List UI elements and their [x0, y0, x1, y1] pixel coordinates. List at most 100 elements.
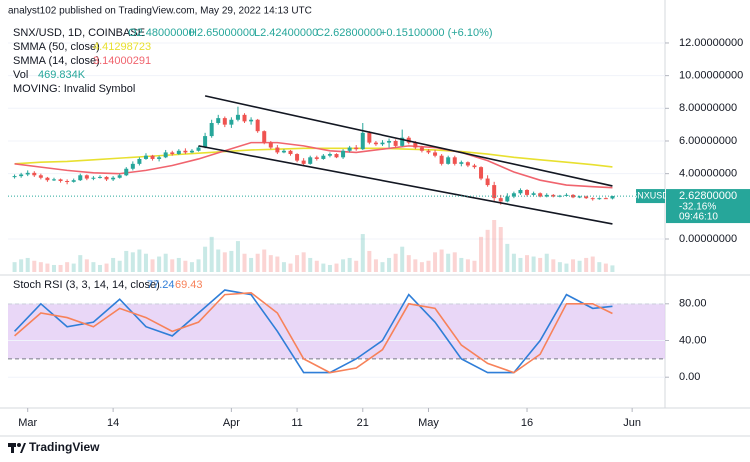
candle-body	[347, 147, 352, 151]
volume-bar	[301, 252, 306, 272]
candle-body	[367, 132, 372, 143]
volume-bar	[426, 260, 431, 272]
volume-bar	[12, 262, 17, 272]
volume-bar	[571, 259, 576, 272]
volume-bar	[229, 250, 234, 272]
candle-body	[143, 155, 148, 159]
candle-body	[275, 147, 280, 153]
volume-bar	[189, 262, 194, 272]
candle-body	[288, 150, 293, 155]
candle-body	[150, 155, 155, 159]
candle-body	[472, 165, 477, 168]
candle-body	[360, 132, 365, 150]
candle-body	[393, 140, 398, 146]
ohlc-legend: L2.42400000	[254, 27, 318, 39]
candle-body	[465, 162, 470, 166]
candle-body	[38, 175, 43, 178]
candle-body	[413, 142, 418, 148]
volume-bar	[465, 259, 470, 272]
volume-bar	[544, 253, 549, 272]
y-tick-label: 10.00000000	[679, 70, 743, 82]
candle-body	[170, 152, 175, 155]
trend-line	[204, 95, 613, 187]
candle-body	[373, 142, 378, 145]
candle-body	[571, 194, 576, 198]
candle-body	[590, 198, 595, 200]
volume-bar	[551, 259, 556, 272]
volume-bar	[498, 227, 503, 272]
candle-body	[117, 175, 122, 178]
volume-bar	[157, 256, 162, 272]
y-tick-label: 6.00000000	[679, 135, 737, 147]
candle-body	[597, 198, 602, 200]
volume-legend-value: 469.834K	[38, 69, 86, 81]
volume-bar	[249, 257, 254, 272]
volume-bar	[32, 260, 37, 272]
candle-body	[19, 174, 24, 177]
volume-bar	[334, 263, 339, 272]
candle-body	[196, 147, 201, 151]
footer-brand: TradingView	[29, 440, 100, 454]
symbol-legend: SNX/USD, 1D, COINBASE	[13, 27, 145, 39]
x-tick-label: Mar	[18, 417, 37, 429]
candle-body	[498, 198, 503, 202]
stoch-legend: Stoch RSI (3, 3, 14, 14, close)	[13, 279, 160, 291]
candle-body	[446, 157, 451, 164]
candle-body	[538, 193, 543, 197]
y-tick-label: 4.00000000	[679, 168, 737, 180]
legend-value: 69.43	[175, 279, 203, 291]
volume-bar	[170, 259, 175, 272]
candle-body	[459, 162, 464, 164]
volume-bar	[71, 263, 76, 272]
note: MOVING: Invalid Symbol	[13, 83, 135, 95]
candle-body	[485, 178, 490, 186]
candle-body	[295, 154, 300, 161]
volume-bar	[38, 262, 43, 272]
candle-body	[25, 172, 30, 175]
candle-body	[281, 150, 286, 153]
volume-bar	[51, 264, 56, 272]
volume-bar	[84, 259, 89, 272]
volume-bar	[288, 263, 293, 272]
volume-bar	[518, 257, 523, 272]
volume-bar	[203, 246, 208, 272]
volume-bar	[176, 257, 181, 272]
volume-bar	[400, 246, 405, 272]
volume-bar	[564, 263, 569, 272]
stoch-line	[14, 291, 613, 374]
volume-bar	[19, 259, 24, 272]
volume-bar	[78, 255, 83, 272]
candle-body	[255, 119, 260, 132]
candle-body	[45, 177, 50, 181]
candle-body	[130, 163, 135, 169]
volume-bar	[222, 252, 227, 272]
candle-body	[518, 189, 523, 194]
volume-bar	[117, 260, 122, 272]
symbol-tag-text: SNXUSD	[631, 190, 669, 200]
candle-body	[341, 150, 346, 158]
y-tick-label: 12.00000000	[679, 37, 743, 49]
y-tick-label: 80.00	[679, 298, 707, 310]
volume-bar	[327, 264, 332, 272]
candle-body	[163, 152, 168, 158]
candle-body	[189, 150, 194, 153]
candle-body	[314, 157, 319, 159]
candle-body	[584, 196, 589, 199]
volume-bar	[143, 253, 148, 272]
candle-body	[268, 142, 273, 148]
volume-bar	[531, 256, 536, 272]
y-tick-label: 0.00000000	[679, 233, 737, 245]
volume-bar	[511, 253, 516, 272]
volume-bar	[538, 257, 543, 272]
candle-body	[452, 157, 457, 164]
volume-legend: Vol	[13, 69, 28, 81]
y-tick-label: 0.00	[679, 371, 700, 383]
volume-bar	[413, 259, 418, 272]
x-tick-label: 21	[357, 417, 369, 429]
legend-entry: SMMA (50, close)	[13, 41, 100, 53]
candle-body	[209, 123, 214, 137]
volume-bar	[111, 257, 116, 272]
y-tick-label: 40.00	[679, 334, 707, 346]
candle-body	[564, 194, 569, 196]
